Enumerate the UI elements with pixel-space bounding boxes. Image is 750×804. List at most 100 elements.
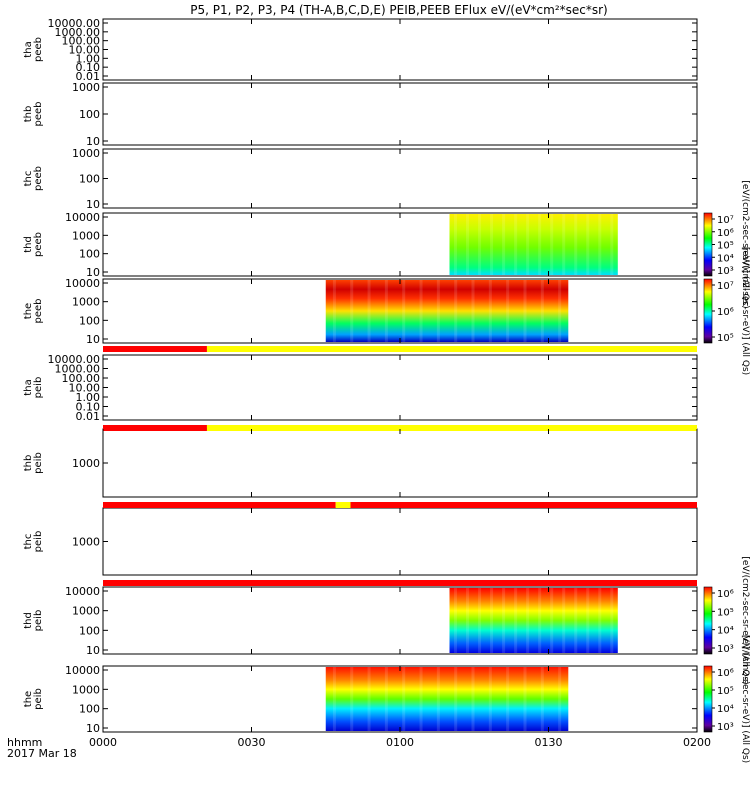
panel-product-label: peeb — [33, 37, 44, 62]
panel-frame — [102, 354, 698, 421]
panel-frame — [102, 428, 698, 498]
panel-product-label: peib — [33, 610, 44, 632]
y-tick-label: 0.10 — [76, 401, 101, 414]
y-tick-label: 100 — [79, 108, 100, 121]
panel-thb-peib: 1000 thb peib — [23, 425, 698, 498]
y-tick-label: 10.00 — [69, 382, 101, 395]
panel-frame — [102, 507, 698, 576]
flag-band-segment — [335, 502, 351, 508]
y-tick-label: 1000 — [72, 536, 100, 549]
y-tick-label: 1.00 — [76, 391, 101, 404]
y-tick-label: 10 — [86, 722, 100, 735]
y-tick-label: 10 — [86, 135, 100, 148]
y-tick-label: 1000 — [72, 81, 100, 94]
panel-thc-peeb: 1000 100 10 thc peeb — [23, 147, 698, 211]
plot-title: P5, P1, P2, P3, P4 (TH-A,B,C,D,E) PEIB,P… — [190, 3, 607, 17]
y-tick-label: 100.00 — [62, 35, 101, 48]
panel-frame — [102, 82, 698, 146]
y-tick-label: 100 — [79, 703, 100, 716]
y-tick-label: 0.10 — [76, 61, 101, 74]
y-tick-label: 1000.00 — [55, 26, 101, 39]
colorbar-tick-label: 10⁴ — [717, 253, 734, 264]
spectrogram-block — [449, 588, 618, 653]
panel-product-label: peib — [33, 452, 44, 474]
colorbar-tick-label: 10⁷ — [717, 281, 734, 292]
spectrogram-block — [325, 280, 569, 342]
colorbar-tick-label: 10⁴ — [717, 704, 734, 715]
y-tick-label: 1000 — [72, 683, 100, 696]
y-tick-label: 10 — [86, 266, 100, 279]
y-tick-label: 100 — [79, 624, 100, 637]
panel-frame — [102, 18, 698, 81]
colorbar-tick-label: 10⁵ — [717, 607, 734, 618]
colorbar-tick-label: 10⁶ — [717, 228, 734, 239]
x-axis-date-label: 2017 Mar 18 — [7, 747, 77, 760]
flag-band-segment — [206, 346, 697, 352]
y-tick-label: 10000.00 — [48, 353, 101, 366]
colorbar-tick-label: 10³ — [717, 644, 734, 655]
y-tick-label: 10.00 — [69, 44, 101, 57]
colorbar-tick-label: 10⁵ — [717, 333, 734, 344]
colorbar-tick-label: 10⁵ — [717, 686, 734, 697]
panel-product-label: peib — [33, 531, 44, 553]
colorbar — [703, 278, 713, 344]
y-tick-label: 1000 — [72, 457, 100, 470]
panel-probe-label: thc — [23, 171, 34, 187]
colorbar-tick-label: 10⁴ — [717, 626, 734, 637]
y-tick-label: 100 — [79, 173, 100, 186]
y-tick-label: 100 — [79, 314, 100, 327]
y-tick-label: 10 — [86, 333, 100, 346]
colorbar-tick-label: 10⁷ — [717, 215, 734, 226]
panel-product-label: peeb — [33, 166, 44, 191]
y-tick-label: 1000 — [72, 229, 100, 242]
colorbar — [703, 212, 713, 277]
panel-the-peeb: 10000 1000 100 10 the peeb 10⁷ 10⁶ 10⁵ [eV/(cm2-s… — [23, 247, 750, 375]
panel-probe-label: the — [23, 691, 34, 707]
colorbar-label: [eV/(cm2-sec-sr-eV)] (All Qs) — [740, 247, 750, 375]
flag-band-segment — [103, 425, 207, 431]
panel-product-label: peeb — [33, 232, 44, 257]
y-tick-label: 0.01 — [76, 70, 101, 83]
x-tick-label: 0100 — [386, 736, 414, 749]
y-tick-label: 1000 — [72, 147, 100, 160]
panel-probe-label: thb — [23, 455, 34, 472]
colorbar-label: [eV/(cm2-sec-sr-eV)] (All Qs) — [740, 180, 750, 308]
panel-probe-label: tha — [23, 41, 34, 57]
panel-product-label: peib — [33, 688, 44, 710]
y-tick-label: 10 — [86, 644, 100, 657]
flag-band-segment — [350, 502, 697, 508]
panel-thd-peib: 10000 1000 100 10 thd peib 10⁶ 10⁵ 10⁴ 10³ [eV/(cm… — [23, 556, 750, 684]
panel-product-label: peeb — [33, 102, 44, 127]
panel-product-label: peib — [33, 377, 44, 399]
flag-band-segment — [103, 580, 697, 586]
colorbar-tick-label: 10⁶ — [717, 307, 734, 318]
colorbar-label: [eV/(cm2-sec-sr-eV)] (All Qs) — [740, 556, 750, 684]
y-tick-label: 10000 — [65, 277, 100, 290]
colorbar-tick-label: 10³ — [717, 722, 734, 733]
panel-probe-label: thd — [23, 612, 34, 629]
y-tick-label: 10000.00 — [48, 17, 101, 30]
panels: 10000.001000.00100.0010.001.000.100.01th… — [23, 17, 750, 763]
flag-band-segment — [103, 502, 336, 508]
x-tick-label: 0200 — [683, 736, 711, 749]
panel-probe-label: thc — [23, 534, 34, 550]
panel-product-label: peeb — [33, 299, 44, 324]
flag-band-segment — [103, 346, 207, 352]
spectrogram-block — [325, 667, 569, 731]
x-axis-corner-label: hhmm — [7, 736, 42, 749]
x-tick-label: 0030 — [238, 736, 266, 749]
y-tick-label: 100.00 — [62, 372, 101, 385]
colorbar-tick-label: 10⁶ — [717, 589, 734, 600]
panel-probe-label: the — [23, 303, 34, 319]
colorbar-tick-label: 10⁵ — [717, 241, 734, 252]
panel-thb-peeb: 1000 100 10 thb peeb — [23, 81, 698, 148]
y-tick-label: 1.00 — [76, 52, 101, 65]
colorbar-tick-label: 10³ — [717, 266, 734, 277]
panel-probe-label: thb — [23, 106, 34, 123]
x-tick-label: 0130 — [535, 736, 563, 749]
y-tick-label: 10000 — [65, 585, 100, 598]
